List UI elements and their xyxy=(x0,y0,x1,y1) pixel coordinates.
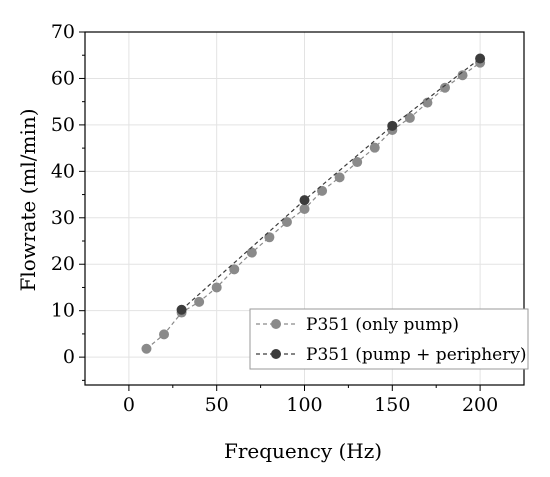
data-point xyxy=(334,172,345,183)
data-point xyxy=(264,232,275,243)
x-tick-label: 100 xyxy=(286,394,322,416)
legend-label-pump-periphery: P351 (pump + periphery) xyxy=(306,345,527,365)
x-axis-title: Frequency (Hz) xyxy=(224,439,382,463)
legend-marker-pump-periphery xyxy=(271,349,281,359)
data-point xyxy=(457,70,468,81)
data-point xyxy=(475,53,486,64)
data-point xyxy=(422,97,433,108)
y-tick-label: 40 xyxy=(51,160,75,182)
data-point xyxy=(194,296,205,307)
series-line xyxy=(146,62,481,350)
data-point xyxy=(176,304,187,315)
data-point xyxy=(229,264,240,275)
legend: P351 (only pump) P351 (pump + periphery) xyxy=(249,308,529,370)
legend-box xyxy=(249,308,529,370)
data-point xyxy=(352,157,363,168)
data-point xyxy=(141,343,152,354)
data-point xyxy=(159,329,170,340)
data-point xyxy=(281,216,292,227)
data-point xyxy=(369,142,380,153)
x-tick-label: 150 xyxy=(374,394,410,416)
data-point xyxy=(387,120,398,131)
data-point xyxy=(246,247,257,258)
y-tick-label: 20 xyxy=(51,253,75,275)
x-tick-label: 200 xyxy=(462,394,498,416)
data-point xyxy=(211,282,222,293)
data-point xyxy=(404,112,415,123)
legend-label-only-pump: P351 (only pump) xyxy=(306,315,459,335)
ticks: 0 50 100 150 200 0 10 20 30 40 50 60 70 xyxy=(51,21,498,416)
y-tick-label: 0 xyxy=(63,346,75,368)
y-axis-title: Flowrate (ml/min) xyxy=(16,108,40,291)
x-tick-label: 50 xyxy=(205,394,229,416)
legend-marker-only-pump xyxy=(271,319,281,329)
x-tick-label: 0 xyxy=(123,394,135,416)
series-layer xyxy=(141,53,486,354)
y-tick-label: 30 xyxy=(51,207,75,229)
series-1 xyxy=(176,53,486,315)
data-point xyxy=(299,203,310,214)
y-tick-label: 50 xyxy=(51,114,75,136)
y-tick-label: 60 xyxy=(51,67,75,89)
data-point xyxy=(299,195,310,206)
y-tick-label: 10 xyxy=(51,300,75,322)
y-tick-label: 70 xyxy=(51,21,75,43)
data-point xyxy=(439,82,450,93)
data-point xyxy=(317,185,328,196)
